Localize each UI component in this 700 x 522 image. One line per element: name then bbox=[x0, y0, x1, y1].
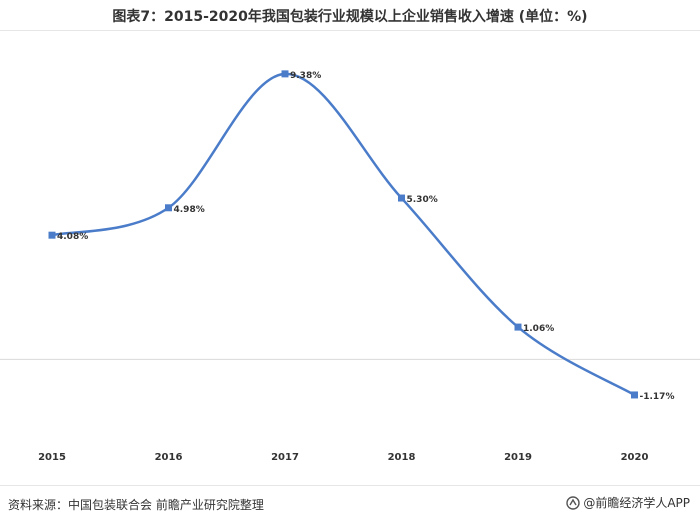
data-label-2015: 4.08% bbox=[57, 232, 88, 242]
data-point-2017 bbox=[281, 70, 289, 78]
brand-text: @前瞻经济学人APP bbox=[583, 496, 690, 510]
x-axis-tick-layer: 2015 2016 2017 2018 2019 2020 bbox=[38, 452, 648, 463]
data-point-layer bbox=[48, 70, 638, 399]
x-tick-label-2020: 2020 bbox=[621, 452, 649, 463]
data-point-2016 bbox=[165, 204, 172, 212]
brand-credit: @前瞻经济学人APP bbox=[566, 494, 690, 511]
data-label-2016: 4.98% bbox=[174, 205, 205, 215]
data-point-2015 bbox=[48, 231, 56, 239]
data-label-2019: 1.06% bbox=[523, 324, 554, 334]
x-tick-label-2018: 2018 bbox=[388, 452, 416, 463]
data-label-2017: 9.38% bbox=[290, 71, 321, 81]
chart-title: 图表7：2015-2020年我国包装行业规模以上企业销售收入增速 (单位：%) bbox=[112, 9, 588, 25]
x-tick-label-2019: 2019 bbox=[504, 452, 532, 463]
x-tick-label-2015: 2015 bbox=[38, 452, 66, 463]
data-label-2020: -1.17% bbox=[640, 392, 675, 402]
title-divider bbox=[0, 30, 700, 31]
data-label-2018: 5.30% bbox=[407, 195, 438, 205]
series-line-layer bbox=[50, 72, 636, 397]
x-tick-label-2016: 2016 bbox=[155, 452, 183, 463]
brand-logo-icon bbox=[566, 495, 581, 510]
data-point-2020 bbox=[631, 391, 638, 399]
data-point-2019 bbox=[514, 323, 522, 331]
data-label-layer: 4.08% 4.98% 9.38% 5.30% 1.06% -1.17% bbox=[57, 71, 674, 402]
data-point-2018 bbox=[398, 194, 405, 202]
footer-divider bbox=[0, 485, 700, 486]
source-note: 资料来源：中国包装联合会 前瞻产业研究院整理 bbox=[8, 498, 264, 512]
series-line bbox=[50, 72, 636, 397]
x-tick-label-2017: 2017 bbox=[271, 452, 299, 463]
